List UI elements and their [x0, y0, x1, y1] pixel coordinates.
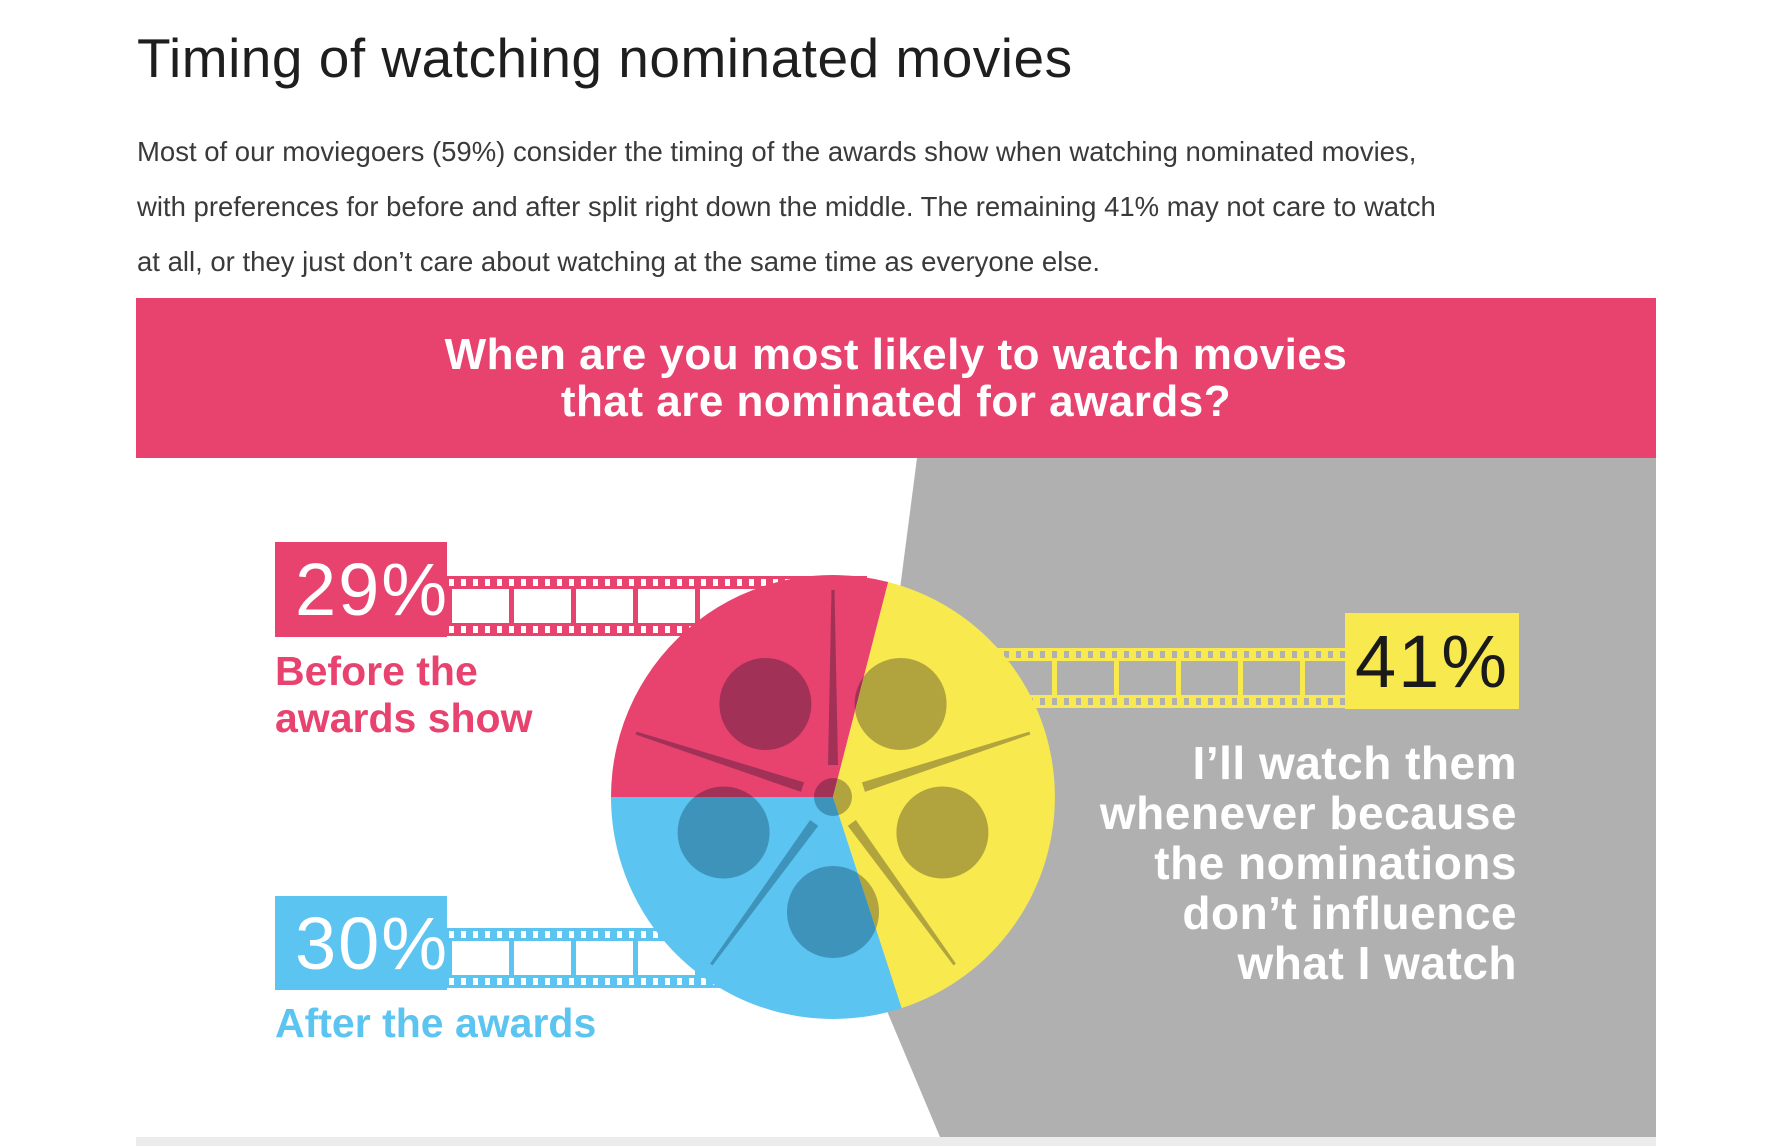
stat-label-whenever: I’ll watch them whenever because the nomin…: [1099, 737, 1517, 989]
bottom-divider-band: [136, 1137, 1656, 1146]
film-reel-pie-chart: [611, 575, 1055, 1019]
question-banner: When are you most likely to watch movies…: [136, 298, 1656, 458]
film-strip-whenever: [990, 648, 1345, 708]
stat-value-before: 29%: [275, 542, 447, 637]
stat-value-whenever: 41%: [1345, 613, 1519, 709]
stat-value-after: 30%: [275, 896, 447, 990]
question-text: When are you most likely to watch movies…: [444, 330, 1348, 426]
page-title: Timing of watching nominated movies: [137, 27, 1073, 89]
stat-label-before: Before the awards show: [275, 648, 533, 741]
film-perforations-icon: [990, 648, 1345, 661]
film-perforations-icon: [447, 576, 867, 589]
film-frames-icon: [990, 661, 1345, 695]
intro-paragraph: Most of our moviegoers (59%) consider th…: [137, 136, 1436, 277]
film-perforations-icon: [990, 695, 1345, 708]
stat-label-after: After the awards: [275, 1000, 597, 1046]
